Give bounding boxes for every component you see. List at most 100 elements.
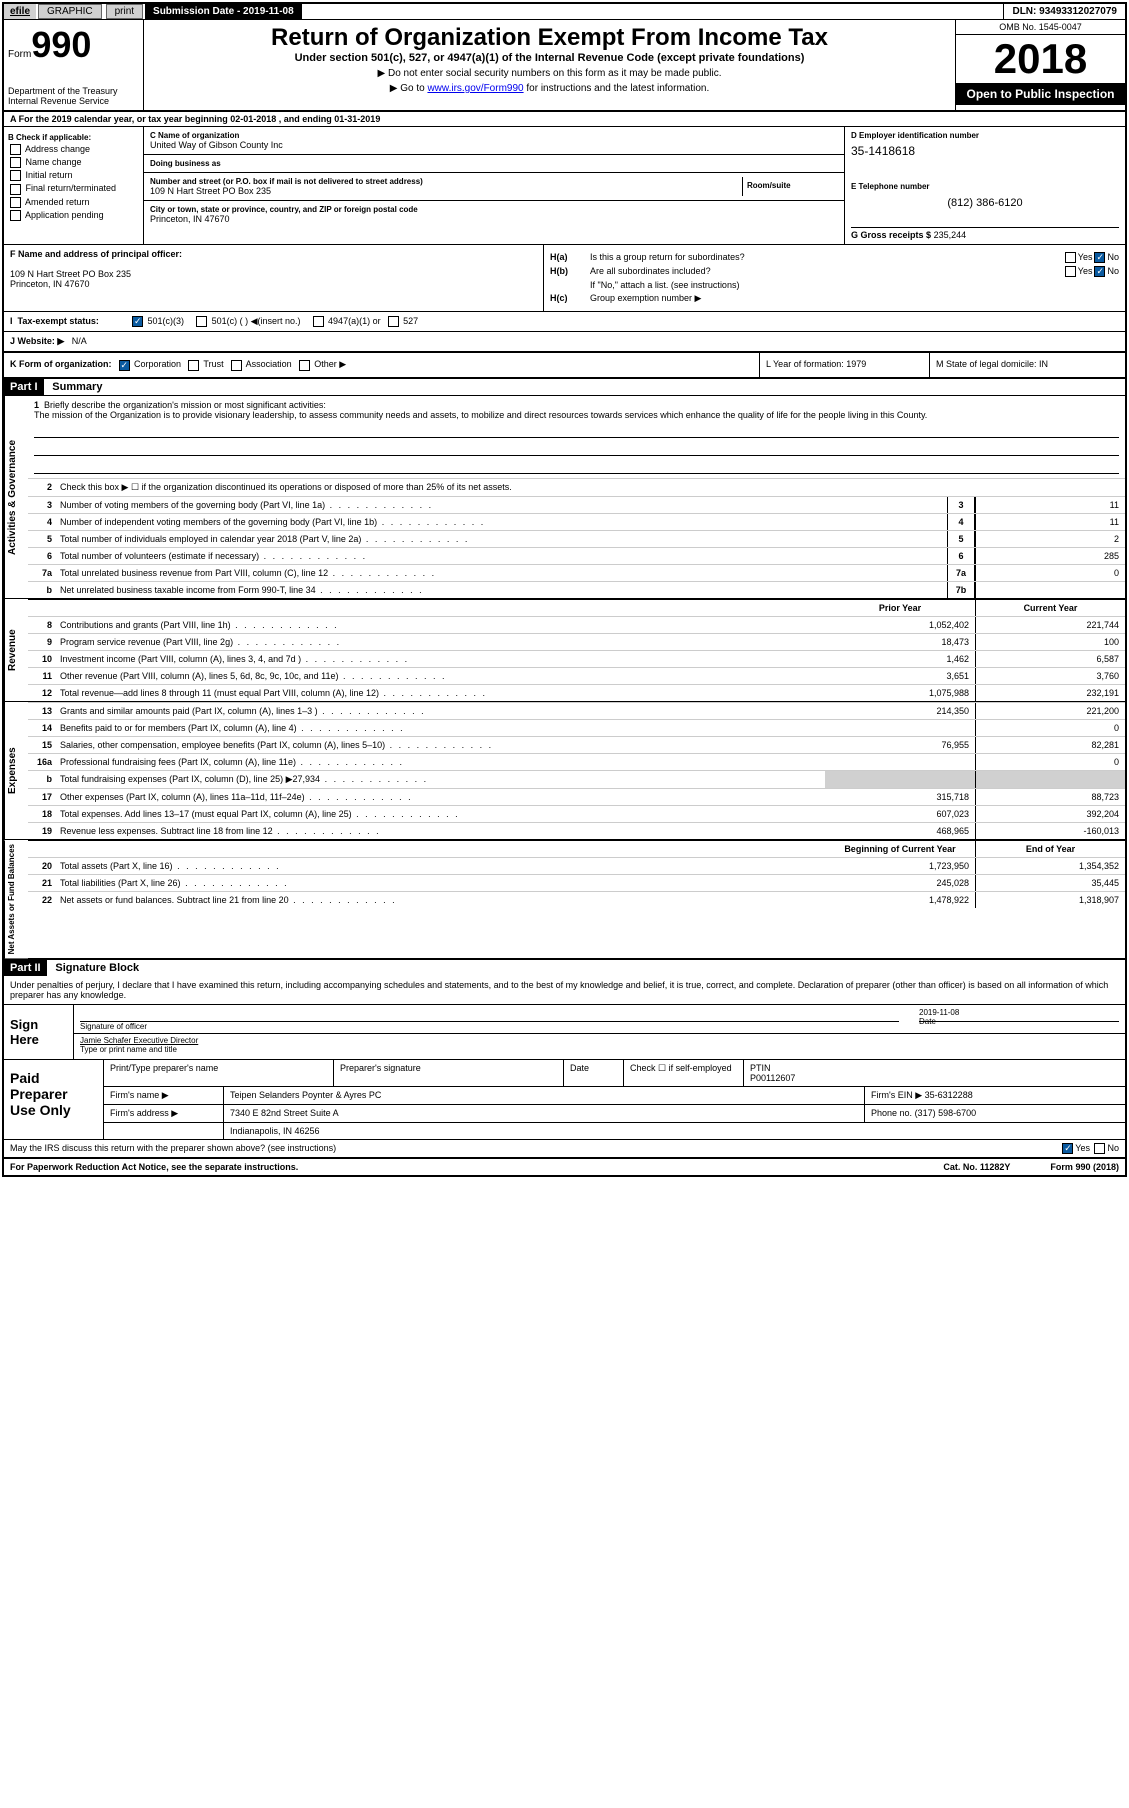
officer-name: Jamie Schafer Executive Director — [80, 1036, 1119, 1045]
expense-line: 19Revenue less expenses. Subtract line 1… — [28, 822, 1125, 839]
department-label: Department of the TreasuryInternal Reven… — [8, 86, 139, 106]
governance-section: Activities & Governance 1 Briefly descri… — [4, 395, 1125, 598]
submission-date: Submission Date - 2019-11-08 — [145, 4, 302, 19]
summary-line: 4Number of independent voting members of… — [28, 513, 1125, 530]
chk-amended-return[interactable]: Amended return — [8, 197, 139, 208]
self-employed-label: Check ☐ if self-employed — [630, 1063, 732, 1073]
graphic-button[interactable]: GRAPHIC — [38, 4, 102, 19]
tax-exempt-row: I Tax-exempt status: 501(c)(3) 501(c) ( … — [4, 312, 1125, 332]
firm-phone: (317) 598-6700 — [915, 1108, 977, 1118]
form-header: Form990 Department of the TreasuryIntern… — [4, 20, 1125, 112]
hc-label: Group exemption number ▶ — [590, 293, 1119, 304]
instruction-link: ▶ Go to www.irs.gov/Form990 for instruct… — [152, 83, 947, 94]
hb-no[interactable]: No — [1092, 266, 1119, 277]
prep-sig-label: Preparer's signature — [340, 1063, 421, 1073]
part1-header: Part I Summary — [4, 379, 1125, 395]
city-value: Princeton, IN 47670 — [150, 214, 838, 224]
part2-header: Part II Signature Block — [4, 958, 1125, 976]
hb-yes[interactable]: Yes — [1063, 266, 1093, 277]
summary-line: 3Number of voting members of the governi… — [28, 496, 1125, 513]
summary-line: 5Total number of individuals employed in… — [28, 530, 1125, 547]
address-label: Number and street (or P.O. box if mail i… — [150, 177, 742, 186]
open-public-label: Open to Public Inspection — [956, 83, 1125, 105]
form-title: Return of Organization Exempt From Incom… — [152, 24, 947, 52]
chk-501c3[interactable]: 501(c)(3) — [130, 316, 184, 326]
chk-final-return[interactable]: Final return/terminated — [8, 183, 139, 194]
year-formation: L Year of formation: 1979 — [760, 353, 930, 376]
ein-value: 35-1418618 — [851, 144, 1119, 158]
chk-initial-return[interactable]: Initial return — [8, 170, 139, 181]
ptin-value: P00112607 — [750, 1073, 795, 1083]
revenue-line: 8Contributions and grants (Part VIII, li… — [28, 616, 1125, 633]
chk-4947[interactable]: 4947(a)(1) or — [311, 316, 381, 326]
firm-addr-label: Firm's address ▶ — [104, 1105, 224, 1122]
ha-no[interactable]: No — [1092, 252, 1119, 263]
officer-addr1: 109 N Hart Street PO Box 235 — [10, 269, 537, 279]
org-name-value: United Way of Gibson County Inc — [150, 140, 838, 150]
firm-addr2: Indianapolis, IN 46256 — [224, 1123, 1125, 1139]
print-button[interactable]: print — [106, 4, 143, 19]
form-org-row: K Form of organization: Corporation Trus… — [4, 353, 1125, 378]
netassets-line: 21Total liabilities (Part X, line 26)245… — [28, 874, 1125, 891]
line2-text: Check this box ▶ ☐ if the organization d… — [56, 479, 1125, 496]
officer-label: F Name and address of principal officer: — [10, 249, 537, 259]
ptin-label: PTIN — [750, 1063, 771, 1073]
expense-line: 17Other expenses (Part IX, column (A), l… — [28, 788, 1125, 805]
netassets-line: 20Total assets (Part X, line 16)1,723,95… — [28, 857, 1125, 874]
officer-section: F Name and address of principal officer:… — [4, 245, 1125, 312]
netassets-line: 22Net assets or fund balances. Subtract … — [28, 891, 1125, 908]
firm-phone-label: Phone no. — [871, 1108, 912, 1118]
discuss-row: May the IRS discuss this return with the… — [4, 1139, 1125, 1157]
chk-association[interactable]: Association — [229, 359, 292, 369]
netassets-section: Net Assets or Fund Balances Beginning of… — [4, 839, 1125, 958]
org-name-label: C Name of organization — [150, 131, 838, 140]
paid-preparer-row: Paid Preparer Use Only Print/Type prepar… — [4, 1060, 1125, 1139]
form-version: Form 990 (2018) — [1050, 1162, 1119, 1172]
room-label: Room/suite — [747, 181, 834, 190]
chk-name-change[interactable]: Name change — [8, 157, 139, 168]
revenue-line: 12Total revenue—add lines 8 through 11 (… — [28, 684, 1125, 701]
chk-501c[interactable]: 501(c) ( ) ◀(insert no.) — [194, 316, 300, 326]
firm-ein: 35-6312288 — [925, 1090, 973, 1100]
irs-link[interactable]: www.irs.gov/Form990 — [427, 83, 523, 94]
expense-line: bTotal fundraising expenses (Part IX, co… — [28, 770, 1125, 788]
instruction-ssn: ▶ Do not enter social security numbers o… — [152, 68, 947, 79]
efile-link[interactable]: efile — [4, 4, 36, 19]
firm-name-label: Firm's name ▶ — [104, 1087, 224, 1104]
footer-row: For Paperwork Reduction Act Notice, see … — [4, 1157, 1125, 1175]
ha-yes[interactable]: Yes — [1063, 252, 1093, 263]
summary-line: 7aTotal unrelated business revenue from … — [28, 564, 1125, 581]
perjury-declaration: Under penalties of perjury, I declare th… — [4, 976, 1125, 1005]
org-info-section: B Check if applicable: Address change Na… — [4, 127, 1125, 245]
firm-ein-label: Firm's EIN ▶ — [871, 1090, 922, 1100]
sig-date-value: 2019-11-08 — [919, 1008, 1119, 1017]
officer-addr2: Princeton, IN 47670 — [10, 279, 537, 289]
gross-receipts: G Gross receipts $ 235,244 — [851, 227, 1119, 240]
hb-note: If "No," attach a list. (see instruction… — [590, 280, 1119, 290]
top-bar: efile GRAPHIC print Submission Date - 20… — [4, 4, 1125, 20]
checkbox-column: B Check if applicable: Address change Na… — [4, 127, 144, 244]
summary-line: bNet unrelated business taxable income f… — [28, 581, 1125, 598]
expense-line: 15Salaries, other compensation, employee… — [28, 736, 1125, 753]
pra-notice: For Paperwork Reduction Act Notice, see … — [10, 1162, 298, 1172]
chk-trust[interactable]: Trust — [186, 359, 224, 369]
chk-application-pending[interactable]: Application pending — [8, 210, 139, 221]
chk-corporation[interactable]: Corporation — [117, 359, 182, 369]
form-word: Form — [8, 49, 31, 60]
cat-number: Cat. No. 11282Y — [943, 1162, 1010, 1172]
chk-other[interactable]: Other ▶ — [297, 359, 346, 369]
expenses-section: Expenses 13Grants and similar amounts pa… — [4, 701, 1125, 839]
expense-line: 13Grants and similar amounts paid (Part … — [28, 702, 1125, 719]
chk-address-change[interactable]: Address change — [8, 144, 139, 155]
discuss-no[interactable]: No — [1092, 1143, 1119, 1154]
mission-text: The mission of the Organization is to pr… — [34, 410, 927, 420]
revenue-line: 11Other revenue (Part VIII, column (A), … — [28, 667, 1125, 684]
website-row: J Website: ▶ N/A — [4, 332, 1125, 353]
date-label: Date — [919, 1017, 936, 1026]
discuss-yes[interactable]: Yes — [1060, 1143, 1090, 1154]
city-label: City or town, state or province, country… — [150, 205, 838, 214]
chk-527[interactable]: 527 — [386, 316, 419, 326]
address-value: 109 N Hart Street PO Box 235 — [150, 186, 742, 196]
expense-line: 18Total expenses. Add lines 13–17 (must … — [28, 805, 1125, 822]
tax-year-range: A For the 2019 calendar year, or tax yea… — [4, 112, 1125, 127]
